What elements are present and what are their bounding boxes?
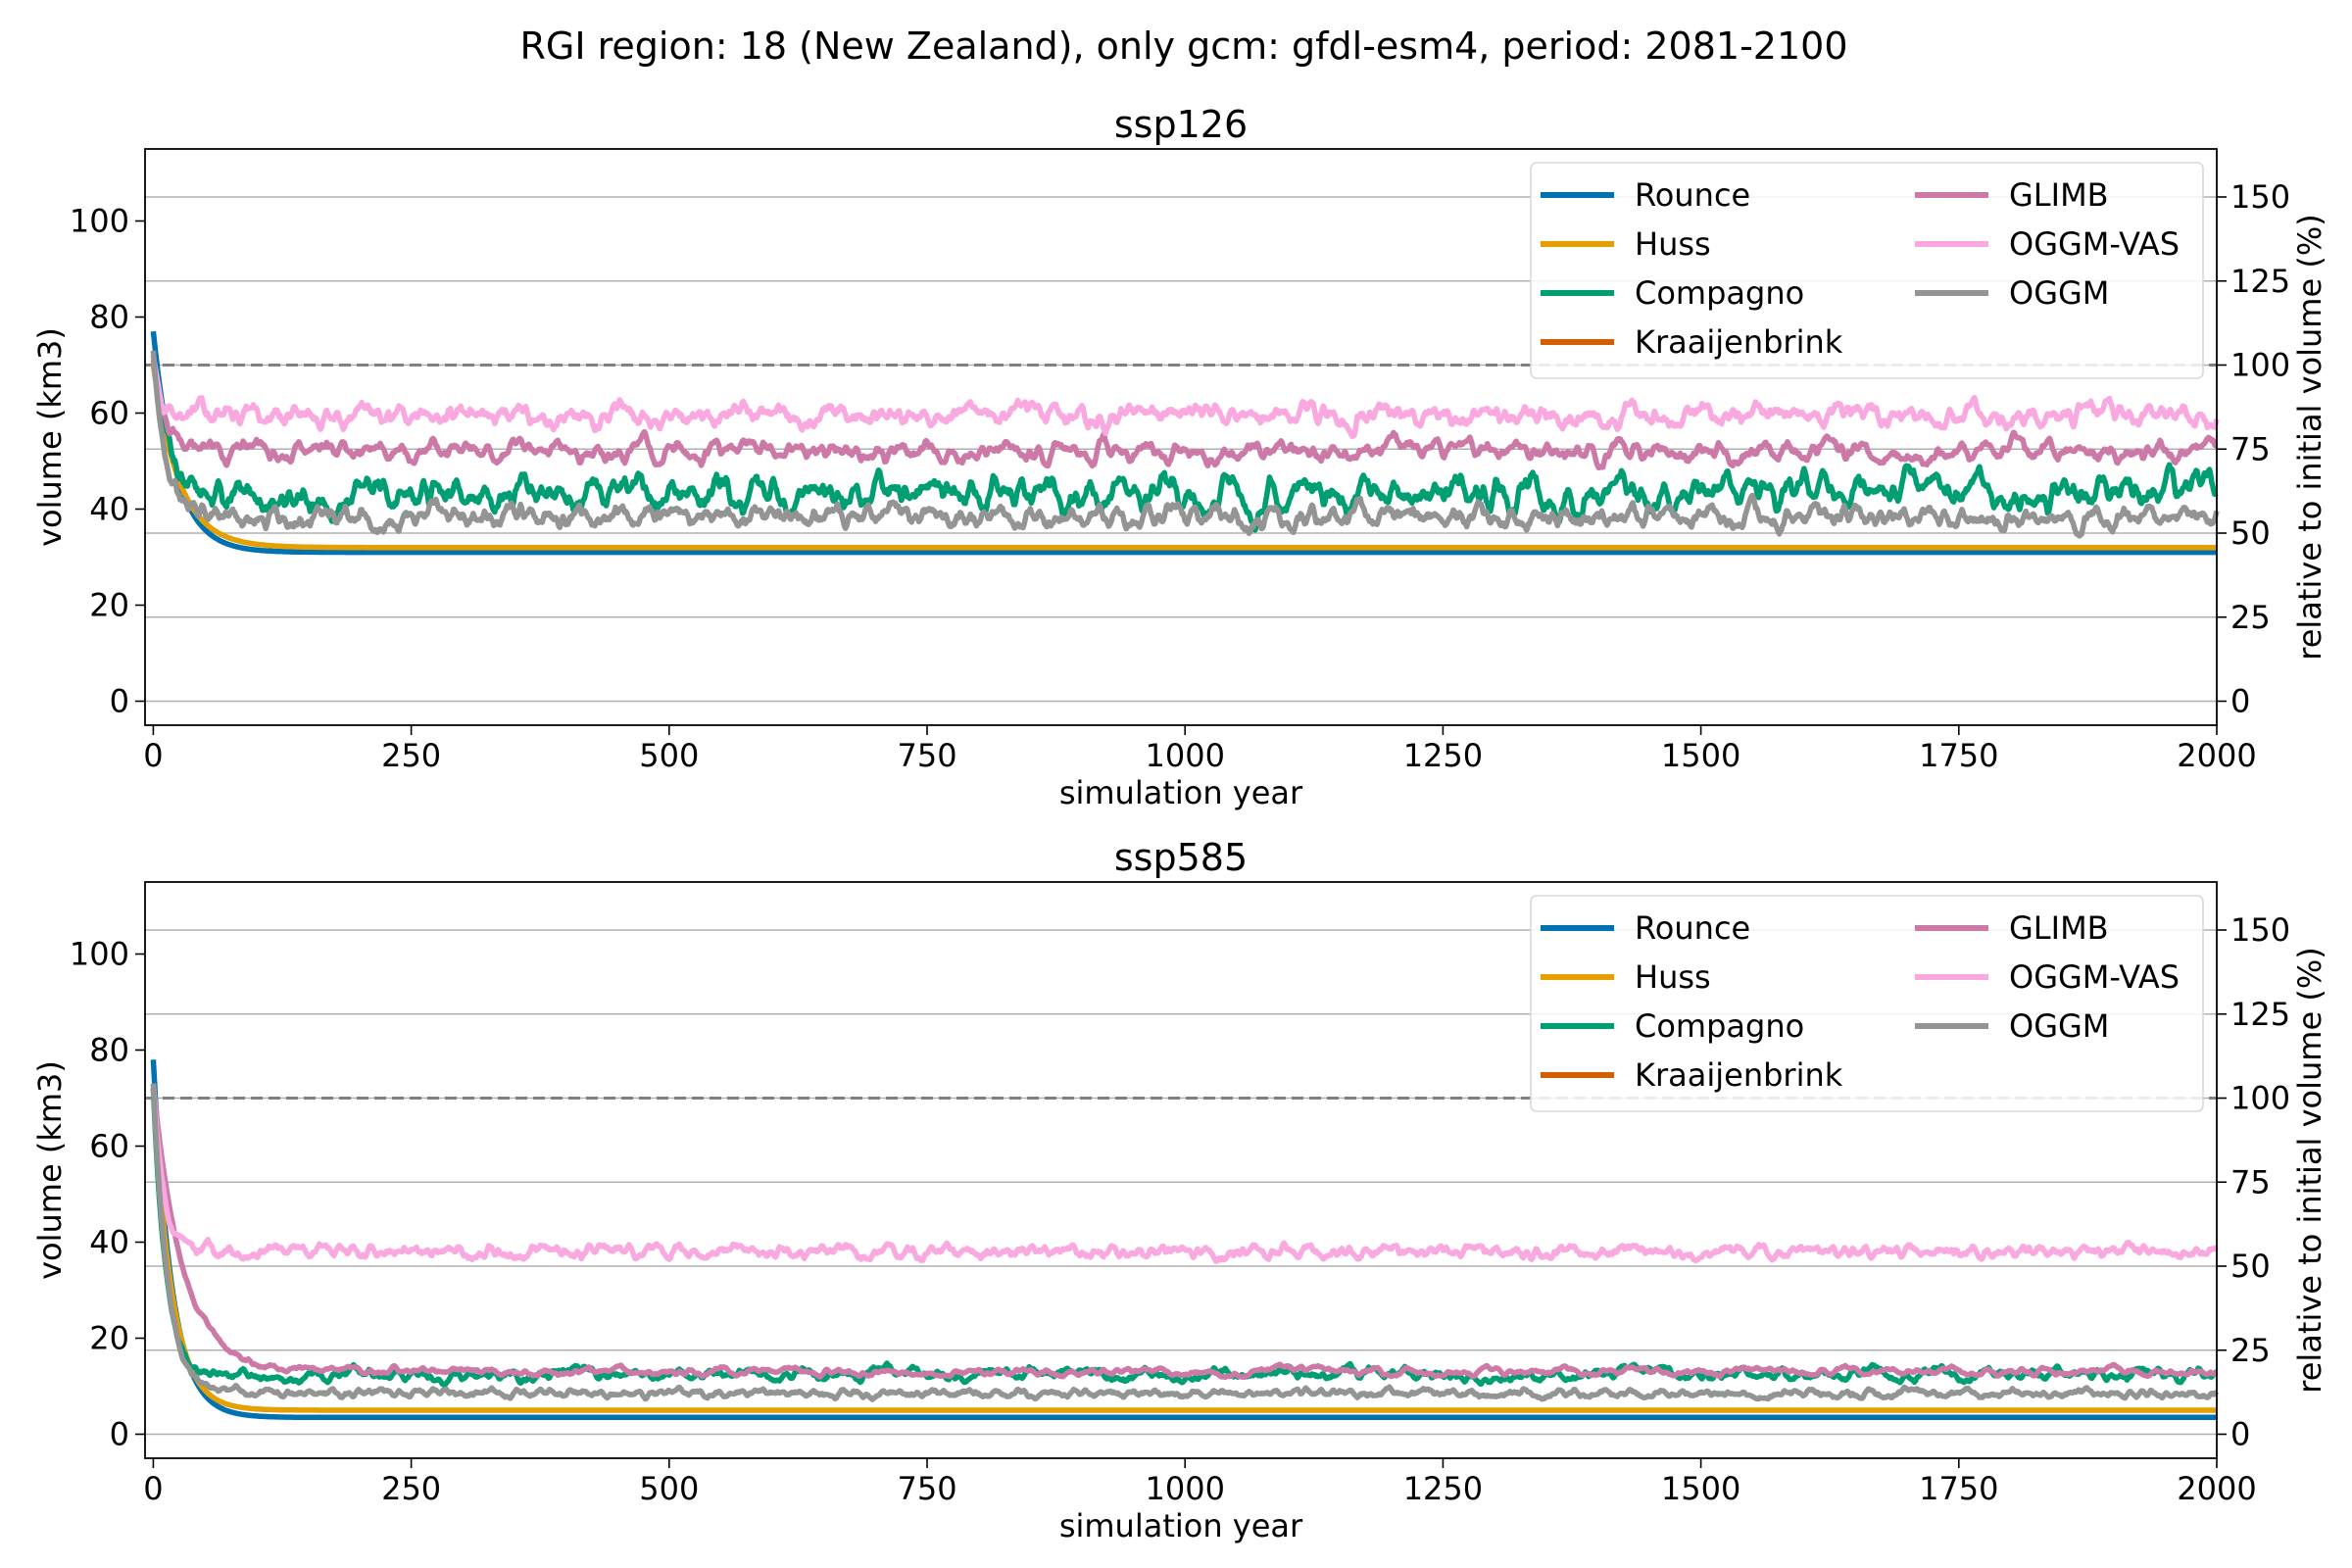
x-tick-label: 500	[639, 1470, 699, 1507]
x-tick-label: 1250	[1403, 1470, 1483, 1507]
x-tick-label: 2000	[2177, 1470, 2256, 1507]
y-axis-label: volume (km3)	[31, 327, 69, 547]
legend-box	[1530, 162, 2204, 379]
series-line-OGGM-VAS	[150, 1083, 2219, 1264]
y-tick-label: 20	[89, 1320, 129, 1357]
legend-label-OGGM-VAS: OGGM-VAS	[2009, 958, 2180, 996]
y-tick-label: 100	[70, 936, 129, 973]
legend-label-Kraaijenbrink: Kraaijenbrink	[1635, 323, 1843, 361]
right-tick-label: 0	[2230, 683, 2250, 720]
y-tick-label: 100	[70, 203, 129, 240]
x-tick-label: 1250	[1403, 737, 1483, 774]
x-tick-label: 1500	[1661, 1470, 1740, 1507]
legend-label-Compagno: Compagno	[1635, 1007, 1804, 1045]
series-line-Compagno	[150, 1088, 2219, 1388]
y-tick-label: 60	[89, 1128, 129, 1165]
x-tick-label: 1000	[1145, 1470, 1224, 1507]
series-line-GLIMB	[150, 1083, 2219, 1381]
right-tick-label: 0	[2230, 1416, 2250, 1453]
series-line-OGGM	[150, 1083, 2220, 1402]
right-tick-label: 100	[2230, 1080, 2290, 1117]
plot-frame	[144, 148, 2218, 726]
x-tick-label: 1500	[1661, 737, 1740, 774]
legend-label-Rounce: Rounce	[1635, 909, 1750, 947]
x-tick-label: 1750	[1919, 1470, 1998, 1507]
right-tick-label: 75	[2230, 430, 2271, 467]
x-tick-label: 500	[639, 737, 699, 774]
x-tick-label: 750	[897, 737, 956, 774]
right-tick-label: 150	[2230, 911, 2290, 949]
right-tick-label: 125	[2230, 263, 2290, 300]
x-axis-label: simulation year	[1059, 1507, 1303, 1544]
right-tick-label: 50	[2230, 514, 2271, 552]
legend-label-OGGM: OGGM	[2009, 274, 2109, 312]
y-axis-label: volume (km3)	[31, 1060, 69, 1280]
y-tick-label: 80	[89, 1032, 129, 1069]
right-tick-label: 125	[2230, 996, 2290, 1033]
right-axis-label: relative to initial volume (%)	[2291, 947, 2328, 1393]
legend-label-Kraaijenbrink: Kraaijenbrink	[1635, 1056, 1843, 1094]
x-tick-label: 0	[143, 737, 163, 774]
legend-box	[1530, 895, 2204, 1112]
legend-label-Huss: Huss	[1635, 958, 1711, 996]
x-tick-label: 2000	[2177, 737, 2256, 774]
right-tick-label: 50	[2230, 1248, 2271, 1285]
y-tick-label: 80	[89, 299, 129, 336]
right-axis-label: relative to initial volume (%)	[2291, 214, 2328, 660]
right-tick-label: 150	[2230, 178, 2290, 216]
x-tick-label: 250	[381, 1470, 441, 1507]
x-tick-label: 250	[381, 737, 441, 774]
x-tick-label: 0	[143, 1470, 163, 1507]
legend-label-GLIMB: GLIMB	[2009, 176, 2109, 214]
y-tick-label: 60	[89, 395, 129, 432]
series-line-Rounce	[150, 1059, 2219, 1421]
right-tick-label: 75	[2230, 1163, 2271, 1200]
series-line-OGGM-VAS	[150, 355, 2220, 440]
x-tick-label: 1750	[1919, 737, 1998, 774]
legend-label-Rounce: Rounce	[1635, 176, 1750, 214]
chart-title: ssp585	[1114, 836, 1248, 879]
legend-label-GLIMB: GLIMB	[2009, 909, 2109, 947]
legend-label-Huss: Huss	[1635, 225, 1711, 263]
y-tick-label: 0	[110, 1416, 129, 1453]
y-tick-label: 40	[89, 1224, 129, 1261]
legend-label-OGGM: OGGM	[2009, 1007, 2109, 1045]
y-tick-label: 20	[89, 587, 129, 624]
legend-label-OGGM-VAS: OGGM-VAS	[2009, 225, 2180, 263]
x-axis-label: simulation year	[1059, 774, 1303, 811]
y-tick-label: 40	[89, 491, 129, 528]
y-tick-label: 0	[110, 683, 129, 720]
series-line-GLIMB	[150, 360, 2219, 471]
series-line-OGGM	[150, 350, 2220, 539]
x-tick-label: 1000	[1145, 737, 1224, 774]
x-tick-label: 750	[897, 1470, 956, 1507]
chart-title: ssp126	[1114, 103, 1248, 146]
legend-label-Compagno: Compagno	[1635, 274, 1804, 312]
series-line-Huss	[150, 1088, 2219, 1413]
right-tick-label: 25	[2230, 599, 2271, 636]
right-tick-label: 25	[2230, 1332, 2271, 1369]
series-line-Rounce	[150, 330, 2219, 556]
plot-frame	[144, 881, 2218, 1459]
series-line-Huss	[150, 365, 2219, 551]
series-line-Compagno	[150, 355, 2219, 533]
figure-suptitle: RGI region: 18 (New Zealand), only gcm: …	[520, 24, 1848, 68]
right-tick-label: 100	[2230, 347, 2290, 384]
